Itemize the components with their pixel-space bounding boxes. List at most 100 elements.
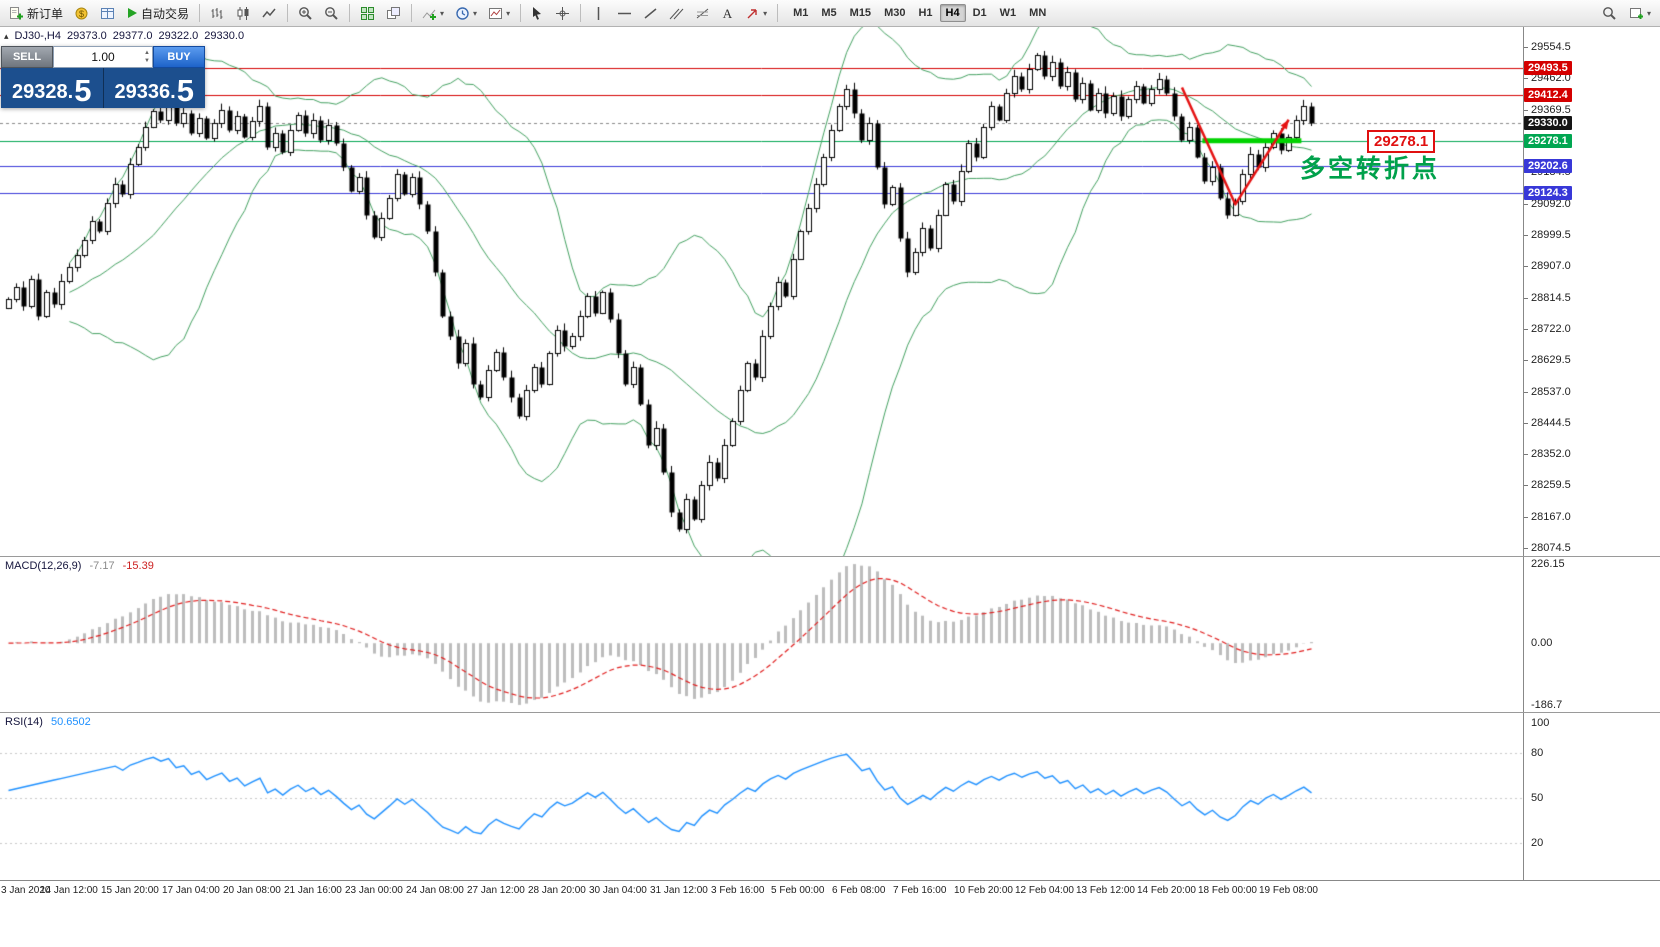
indicators-icon [422, 6, 437, 21]
toolbar-separator [520, 4, 522, 22]
periods-button[interactable]: ▾ [450, 2, 482, 25]
one-click-collapse-arrow[interactable]: ▴ [4, 30, 9, 41]
rsi-panel-canvas[interactable] [0, 713, 1523, 880]
vertical-line-tool-button[interactable] [586, 2, 611, 25]
symbol-header: ▴ DJ30-,H4 29373.0 29377.0 29322.0 29330… [4, 30, 244, 42]
symbol-period-label: DJ30-,H4 [14, 30, 61, 42]
toolbar-right-group: ▾ [1597, 2, 1656, 25]
sell-price-main: 29328 [12, 81, 68, 103]
cascade-windows-button[interactable] [381, 2, 406, 25]
line-chart-button[interactable] [257, 2, 282, 25]
bar-chart-button[interactable] [205, 2, 230, 25]
bar-open-value: 29373.0 [67, 30, 107, 42]
timeframe-m5[interactable]: M5 [821, 7, 837, 19]
price-tick-label: 28444.5 [1531, 417, 1571, 429]
fibonacci-icon [695, 6, 710, 21]
timeframe-h4[interactable]: H4 [939, 4, 966, 22]
horizontal-line-tool-button[interactable] [612, 2, 637, 25]
dropdown-caret-icon: ▾ [763, 8, 768, 18]
price-tick-label: 29092.0 [1531, 198, 1571, 210]
svg-text:A: A [723, 6, 733, 21]
periods-icon [455, 6, 470, 21]
sell-price-pip: 5 [74, 73, 92, 108]
arrows-tool-button[interactable]: ▾ [740, 2, 772, 25]
rsi-panel-divider[interactable] [0, 712, 1660, 713]
tile-windows-icon [360, 6, 375, 21]
indicators-button[interactable]: ▾ [417, 2, 449, 25]
rsi-axis-label: 50 [1531, 792, 1544, 804]
price-tick-label: 28629.5 [1531, 354, 1571, 366]
timeframe-h1[interactable]: H1 [918, 7, 933, 19]
volume-input[interactable]: 1.00 ▲ ▼ [53, 46, 153, 68]
macd-axis-max-label: 226.15 [1531, 558, 1565, 570]
search-button[interactable] [1597, 2, 1622, 25]
tile-windows-button[interactable] [355, 2, 380, 25]
price-level-annotation-box[interactable]: 29278.1 [1367, 130, 1436, 153]
timeframe-mn[interactable]: MN [1029, 7, 1047, 19]
sell-price-dot: . [67, 81, 74, 103]
market-watch-button[interactable]: $ [69, 2, 94, 25]
candlestick-chart-icon [236, 6, 251, 21]
buy-price-main: 29336 [114, 81, 171, 103]
zoom-in-icon [298, 6, 313, 21]
macd-label: MACD(12,26,9) [5, 560, 82, 572]
timeframe-m1[interactable]: M1 [793, 7, 809, 19]
time-axis-label: 20 Jan 08:00 [223, 885, 281, 896]
rsi-axis-label: 100 [1531, 717, 1550, 729]
horizontal-line-icon [617, 6, 632, 21]
buy-price-dot: . [170, 81, 176, 103]
spinner-up-icon[interactable]: ▲ [144, 50, 150, 56]
templates-button[interactable]: ▾ [483, 2, 515, 25]
time-axis[interactable]: 3 Jan 2020 14 Jan 12:00 15 Jan 20:00 17 Jan… [0, 880, 1660, 901]
trendline-tool-button[interactable] [638, 2, 663, 25]
buy-price-pip: 5 [176, 73, 194, 108]
price-tick-label: 28999.5 [1531, 229, 1571, 241]
buy-button[interactable]: BUY [153, 46, 205, 68]
text-tool-button[interactable]: A [716, 2, 739, 25]
zoom-in-button[interactable] [293, 2, 318, 25]
time-axis-label: 17 Jan 04:00 [162, 885, 220, 896]
turning-point-annotation-text[interactable]: 多空转折点 [1300, 155, 1441, 183]
price-tick-mark [1524, 517, 1528, 518]
macd-panel-divider[interactable] [0, 556, 1660, 557]
bar-chart-icon [210, 6, 225, 21]
zoom-out-icon [324, 6, 339, 21]
time-axis-label: 13 Feb 12:00 [1076, 885, 1135, 896]
search-icon [1602, 6, 1617, 21]
spinner-down-icon[interactable]: ▼ [144, 58, 150, 64]
new-chart-button[interactable]: ▾ [1624, 2, 1656, 25]
arrows-tool-icon [745, 6, 760, 21]
candlestick-chart-button[interactable] [231, 2, 256, 25]
price-tick-mark [1524, 329, 1528, 330]
cursor-tool-button[interactable] [526, 2, 549, 25]
zoom-out-button[interactable] [319, 2, 344, 25]
time-axis-label: 21 Jan 16:00 [284, 885, 342, 896]
data-window-button[interactable] [95, 2, 120, 25]
timeframe-m15[interactable]: M15 [849, 7, 872, 19]
one-click-top-row: SELL 1.00 ▲ ▼ BUY [1, 46, 205, 68]
new-order-button[interactable]: 新订单 [4, 2, 68, 25]
price-line-badge: 29124.3 [1524, 186, 1572, 200]
toolbar-separator [199, 4, 201, 22]
toolbar: 新订单 $ 自动交易 [0, 0, 1660, 27]
sell-button[interactable]: SELL [1, 46, 53, 68]
autotrading-button[interactable]: 自动交易 [121, 2, 194, 25]
price-tick-label: 28537.0 [1531, 386, 1571, 398]
crosshair-tool-button[interactable] [550, 2, 575, 25]
dropdown-caret-icon: ▾ [473, 8, 478, 18]
timeframe-m30[interactable]: M30 [884, 7, 906, 19]
fibonacci-tool-button[interactable] [690, 2, 715, 25]
price-axis[interactable]: 29554.529462.029369.529277.029184.529092… [1523, 27, 1660, 880]
timeframe-d1[interactable]: D1 [972, 7, 987, 19]
buy-price-display[interactable]: 29336. 5 [102, 68, 206, 108]
cascade-windows-icon [386, 6, 401, 21]
price-tick-mark [1524, 360, 1528, 361]
volume-spinner[interactable]: ▲ ▼ [144, 49, 150, 65]
sell-price-display[interactable]: 29328. 5 [1, 68, 103, 108]
macd-main-value: -7.17 [89, 560, 115, 572]
main-chart-canvas[interactable] [0, 27, 1523, 556]
macd-header: MACD(12,26,9) -7.17 -15.39 [5, 560, 154, 572]
channel-tool-button[interactable] [664, 2, 689, 25]
timeframe-w1[interactable]: W1 [999, 7, 1017, 19]
macd-panel-canvas[interactable] [0, 557, 1523, 712]
